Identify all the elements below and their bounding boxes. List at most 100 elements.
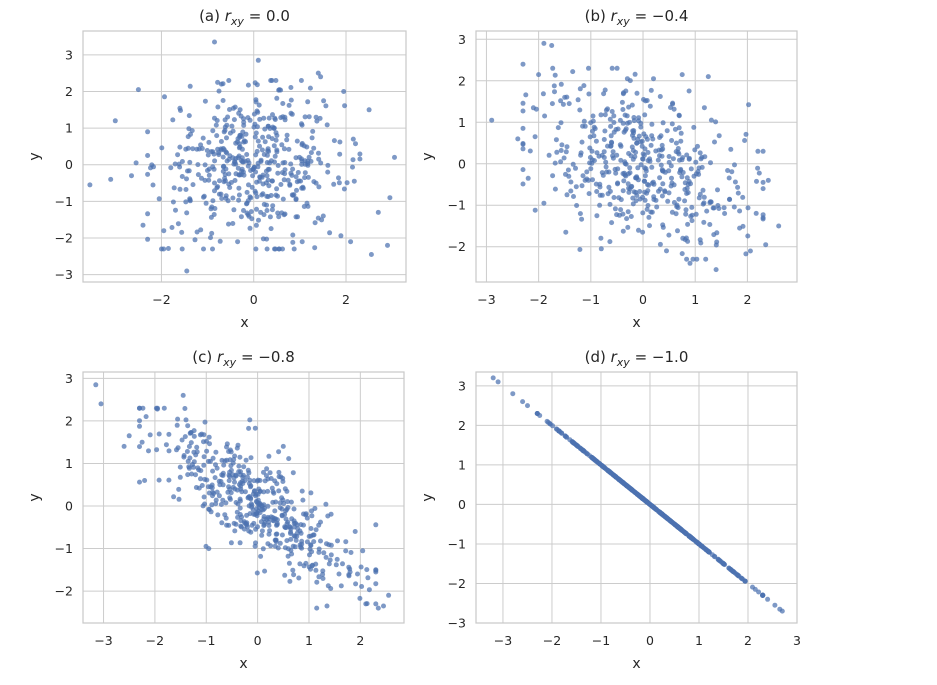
data-point <box>218 502 224 507</box>
data-point <box>626 104 632 110</box>
data-point <box>293 196 299 202</box>
data-point <box>683 207 689 213</box>
data-point <box>194 444 200 450</box>
axes-frame <box>82 371 405 624</box>
data-point <box>317 115 323 121</box>
data-point <box>137 423 142 429</box>
data-point <box>227 107 232 112</box>
data-point <box>216 493 222 499</box>
x-tick-label: 0 <box>639 292 647 307</box>
data-point <box>546 152 552 158</box>
data-point <box>703 256 709 262</box>
data-point <box>639 138 645 144</box>
data-point <box>331 138 337 144</box>
panel-title: (c) rxy = −0.8 <box>192 348 294 369</box>
data-point <box>253 190 259 196</box>
data-point <box>638 162 644 168</box>
data-point <box>760 148 766 154</box>
data-point <box>760 186 766 192</box>
data-point <box>264 193 270 199</box>
data-point <box>579 183 585 189</box>
data-point <box>246 425 252 431</box>
data-point <box>264 208 270 213</box>
data-point <box>170 117 176 123</box>
data-point <box>385 242 390 248</box>
data-point <box>680 170 686 175</box>
data-point <box>267 214 273 220</box>
data-point <box>155 405 160 411</box>
data-point <box>605 468 611 473</box>
data-point <box>642 173 648 179</box>
data-point <box>687 533 693 539</box>
data-point <box>226 171 232 177</box>
data-point <box>696 195 702 201</box>
data-point <box>305 99 311 105</box>
data-point <box>350 164 355 170</box>
data-point <box>360 548 366 554</box>
data-point <box>350 136 356 142</box>
data-point <box>598 246 604 252</box>
data-point <box>147 432 153 438</box>
data-point <box>357 156 363 162</box>
data-point <box>619 99 625 105</box>
data-point <box>272 516 277 522</box>
data-point <box>542 113 548 119</box>
data-point <box>520 181 526 187</box>
data-point <box>145 153 151 158</box>
y-tick-label: 0 <box>65 157 73 172</box>
data-point <box>284 132 290 138</box>
data-point <box>684 256 690 262</box>
data-point <box>202 501 208 507</box>
data-point <box>209 204 215 210</box>
data-point <box>248 209 254 215</box>
data-point <box>337 139 343 145</box>
data-point <box>237 540 243 546</box>
data-point <box>386 592 392 598</box>
data-point <box>333 562 339 568</box>
data-point <box>561 155 567 161</box>
data-point <box>654 204 660 210</box>
data-point <box>231 117 237 123</box>
data-point <box>299 538 305 544</box>
data-point <box>327 557 333 563</box>
data-point <box>701 194 707 200</box>
data-point <box>660 181 666 187</box>
data-point <box>735 572 741 578</box>
data-point <box>586 191 592 197</box>
data-point <box>212 180 217 186</box>
data-point <box>259 528 265 534</box>
data-point <box>552 89 557 95</box>
data-point <box>182 406 188 411</box>
data-point <box>495 379 501 385</box>
data-point <box>247 494 252 499</box>
data-point <box>226 221 231 227</box>
x-tick-label: 2 <box>743 292 751 307</box>
data-point <box>587 155 593 160</box>
data-point <box>625 224 631 230</box>
data-point <box>140 222 146 228</box>
data-point <box>246 160 252 166</box>
data-point <box>612 206 618 212</box>
data-point <box>244 189 250 195</box>
data-point <box>177 164 183 170</box>
data-point <box>699 543 705 549</box>
data-point <box>605 106 610 112</box>
panel-b: −3 −2 −1 0 1 2 −2 −1 0 1 2 3 x y (b) rxy = −0.4 <box>420 7 798 331</box>
data-point <box>601 149 607 155</box>
data-point <box>711 232 717 238</box>
data-point <box>214 465 220 471</box>
data-point <box>326 542 332 548</box>
data-point <box>298 78 304 83</box>
data-point <box>288 536 294 542</box>
x-axis-label: x <box>632 656 640 672</box>
data-point <box>613 170 619 176</box>
data-point <box>276 474 282 480</box>
data-point <box>207 441 212 447</box>
data-point <box>581 83 587 89</box>
data-point <box>170 199 176 205</box>
data-point <box>642 189 648 195</box>
data-point <box>206 172 212 178</box>
data-point <box>725 168 731 173</box>
data-point <box>588 120 594 126</box>
data-point <box>563 434 569 440</box>
